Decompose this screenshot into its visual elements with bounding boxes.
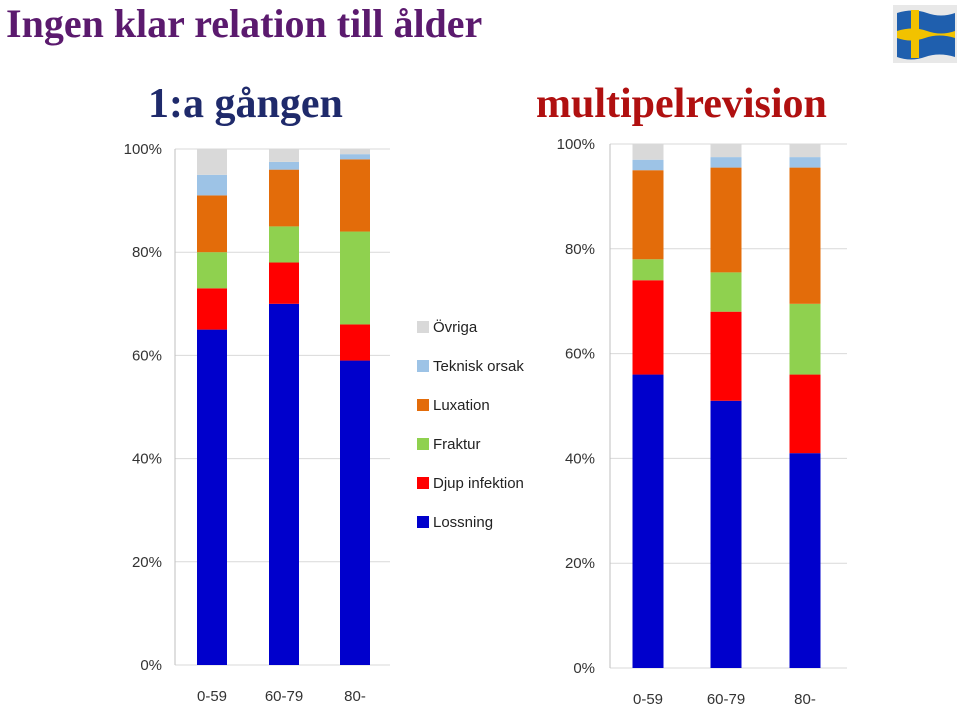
y-tick-label: 20% <box>565 555 595 572</box>
bar-segment <box>789 374 821 454</box>
bar-segment <box>197 149 227 175</box>
bar-segment <box>789 303 821 375</box>
bar-segment <box>632 259 664 281</box>
bar-segment <box>710 167 742 273</box>
y-tick-label: 80% <box>132 244 162 261</box>
x-tick-label: 60-79 <box>707 691 745 708</box>
y-tick-label: 40% <box>132 451 162 468</box>
legend-label: Övriga <box>433 318 478 336</box>
chart-2-subtitle: multipelrevision <box>536 81 827 127</box>
bar-segment <box>340 154 370 160</box>
bar-segment <box>632 170 664 260</box>
bar-segment <box>340 231 370 325</box>
bar-segment <box>197 252 227 289</box>
legend-swatch <box>417 321 429 333</box>
bar-segment <box>269 226 299 263</box>
y-tick-label: 0% <box>573 660 595 677</box>
bar-segment <box>789 167 821 304</box>
bar-segment <box>632 159 664 171</box>
slide-title: Ingen klar relation till ålder <box>6 1 483 46</box>
y-tick-label: 20% <box>132 554 162 571</box>
chart-1-subtitle: 1:a gången <box>148 81 343 127</box>
bar-segment <box>789 157 821 168</box>
bar-segment <box>710 272 742 312</box>
bar-segment <box>340 360 370 665</box>
bar-segment <box>197 195 227 253</box>
legend-swatch <box>417 399 429 411</box>
swedish-flag-icon <box>893 5 957 63</box>
legend-label: Teknisk orsak <box>433 358 524 375</box>
legend-label: Luxation <box>433 397 490 414</box>
x-tick-label: 0-59 <box>197 688 227 705</box>
legend-swatch <box>417 360 429 372</box>
bar-segment <box>632 144 664 160</box>
bar-segment <box>789 453 821 668</box>
bar-segment <box>710 157 742 168</box>
bar-segment <box>632 280 664 375</box>
legend-label: Lossning <box>433 514 493 531</box>
legend-swatch <box>417 516 429 528</box>
bar-segment <box>269 169 299 227</box>
bar-segment <box>340 159 370 232</box>
bar-segment <box>269 161 299 170</box>
x-tick-label: 80- <box>344 688 366 705</box>
bar-segment <box>340 149 370 155</box>
bar-segment <box>340 324 370 361</box>
x-tick-label: 80- <box>794 691 816 708</box>
bar-segment <box>197 329 227 665</box>
legend-swatch <box>417 438 429 450</box>
y-tick-label: 80% <box>565 241 595 258</box>
y-tick-label: 100% <box>124 141 162 158</box>
y-tick-label: 60% <box>565 346 595 363</box>
bar-segment <box>269 149 299 162</box>
y-tick-label: 60% <box>132 347 162 364</box>
bar-segment <box>710 144 742 158</box>
bar-segment <box>789 144 821 158</box>
bar-segment <box>197 174 227 196</box>
y-tick-label: 40% <box>565 450 595 467</box>
bar-segment <box>710 400 742 668</box>
bar-segment <box>197 288 227 330</box>
legend-swatch <box>417 477 429 489</box>
x-tick-label: 0-59 <box>633 691 663 708</box>
bar-segment <box>269 262 299 304</box>
y-tick-label: 100% <box>557 136 595 153</box>
x-tick-label: 60-79 <box>265 688 303 705</box>
legend-label: Fraktur <box>433 436 481 453</box>
bar-segment <box>632 374 664 668</box>
bar-segment <box>710 311 742 401</box>
y-tick-label: 0% <box>140 657 162 674</box>
legend-label: Djup infektion <box>433 475 524 492</box>
bar-segment <box>269 303 299 665</box>
